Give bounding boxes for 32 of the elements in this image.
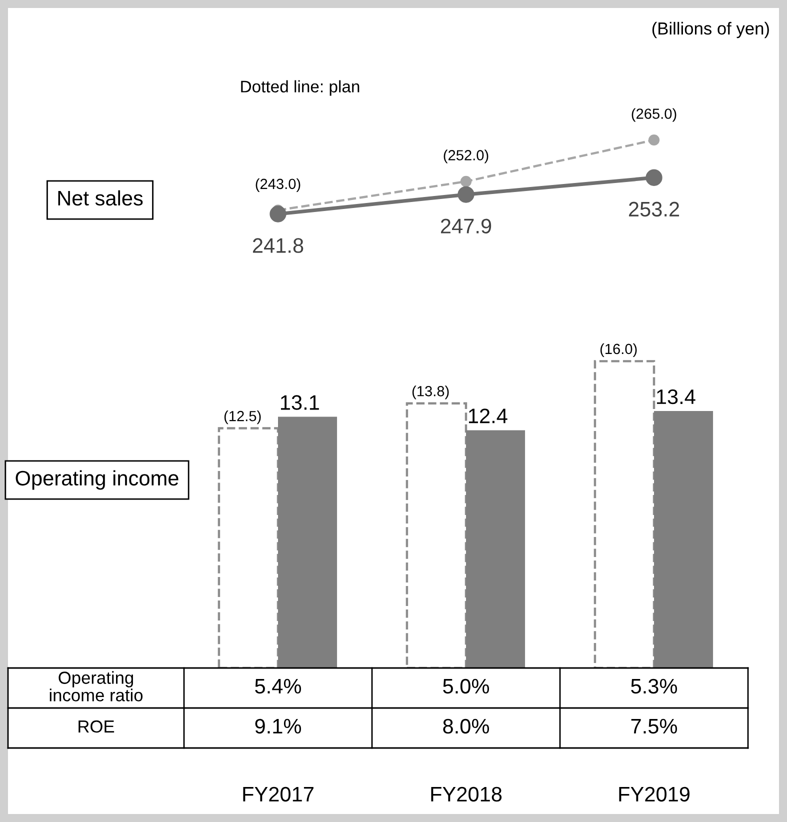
text: 8.0% (443, 718, 490, 734)
text: 5.3% (631, 678, 678, 694)
data-label: (12.5) (224, 410, 261, 424)
text: Dotted line: plan (241, 80, 360, 96)
point (648, 134, 660, 146)
category-label: Operating income ratio (50, 671, 143, 702)
text: 7.5% (631, 718, 678, 734)
category-label: ROE (78, 720, 114, 733)
data-label: 13.4 (656, 389, 696, 404)
data-label: (265.0) (632, 108, 676, 122)
point (460, 176, 472, 188)
y-axis-title: Operating income (16, 470, 178, 490)
data-label: 12.4 (468, 408, 508, 424)
text: 9.1% (255, 718, 302, 734)
y-axis-title: Net sales (58, 190, 143, 206)
data-label: 13.1 (280, 395, 319, 410)
data-label: (252.0) (444, 150, 488, 164)
data-label: (16.0) (600, 343, 637, 358)
point (270, 206, 286, 222)
category-label: FY2018 (431, 786, 502, 802)
text: 5.0% (443, 678, 490, 694)
text: 5.4% (255, 678, 302, 694)
data-label: 247.9 (440, 218, 492, 234)
data-label: 241.8 (252, 238, 304, 253)
category-label: FY2017 (243, 786, 314, 802)
text: (Billions of yen) (652, 22, 769, 38)
data-label: (13.8) (412, 386, 449, 400)
point (646, 169, 662, 186)
data-label: 253.2 (628, 202, 680, 217)
data-label: (243.0) (256, 178, 300, 192)
point (458, 186, 474, 203)
category-label: FY2019 (619, 786, 690, 802)
